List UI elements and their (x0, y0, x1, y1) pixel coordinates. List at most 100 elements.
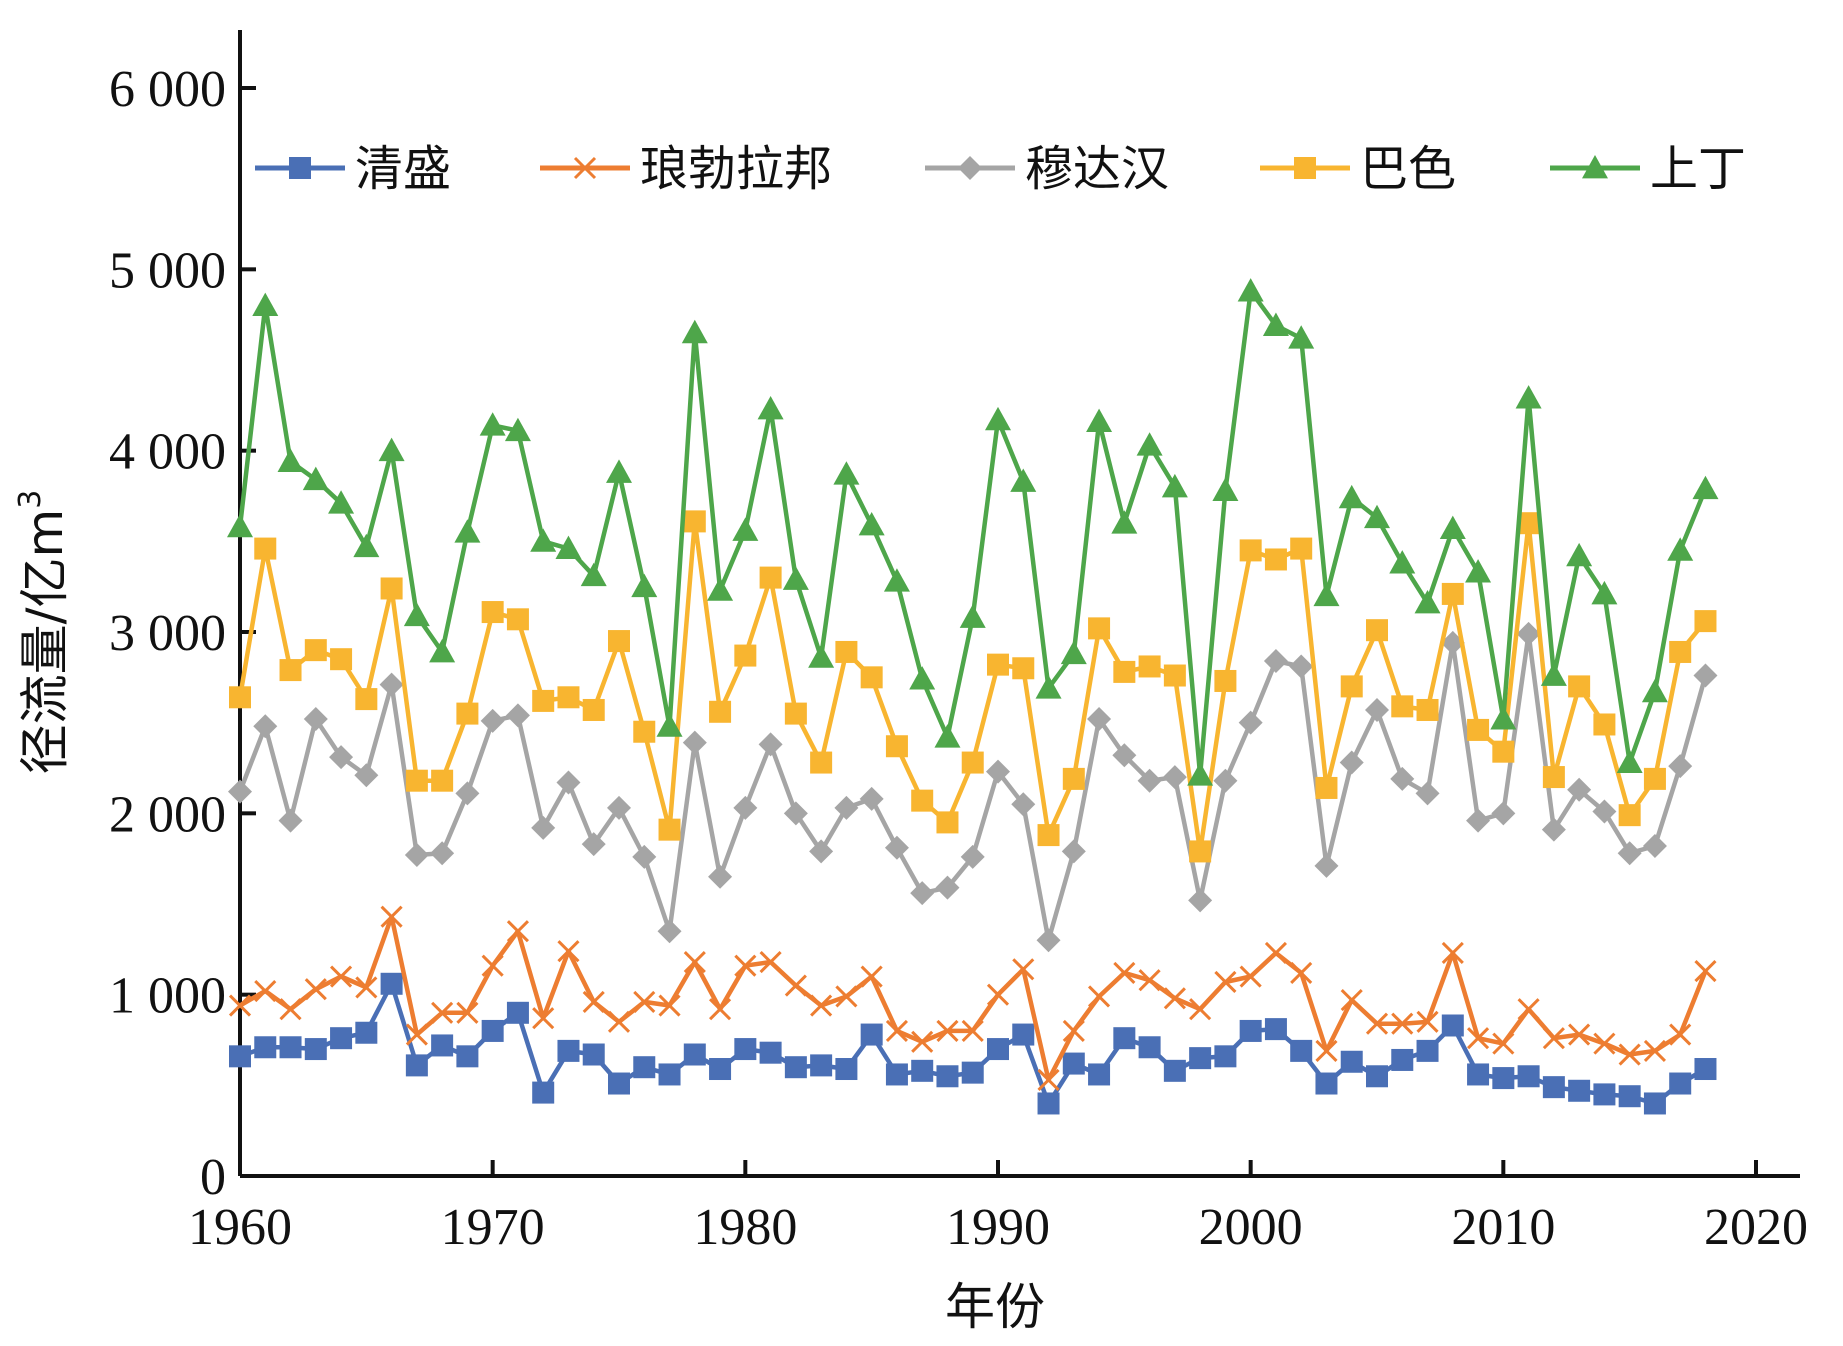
y-tick-label: 0 (200, 1149, 226, 1206)
data-point (1566, 542, 1593, 567)
data-point (1669, 1023, 1692, 1046)
data-point (479, 412, 506, 436)
data-point (456, 702, 479, 725)
data-point (1315, 776, 1338, 799)
data-point (1263, 649, 1288, 674)
data-point (1035, 675, 1062, 699)
data-point (431, 769, 454, 792)
data-point (582, 990, 605, 1013)
data-point (1389, 550, 1416, 574)
data-point (304, 639, 327, 662)
data-point (683, 510, 706, 533)
data-point (1516, 621, 1541, 646)
data-point (883, 568, 910, 592)
data-point (1239, 1019, 1262, 1042)
data-point (681, 319, 708, 344)
data-point (658, 818, 681, 841)
data-point (1137, 768, 1162, 793)
data-point (1214, 669, 1237, 692)
legend-marker (1582, 155, 1608, 179)
data-point (1618, 804, 1641, 827)
data-point (1264, 548, 1287, 571)
data-point (657, 919, 682, 944)
data-point (1466, 808, 1491, 833)
data-point (784, 974, 807, 997)
legend-label: 清盛 (355, 141, 451, 197)
data-point (1416, 1010, 1439, 1033)
data-point (835, 1058, 858, 1081)
data-point (734, 954, 757, 977)
data-point (480, 708, 505, 733)
x-tick-label: 1960 (188, 1199, 292, 1256)
data-point (504, 417, 531, 442)
data-point (607, 795, 631, 820)
data-point (429, 638, 456, 663)
series-2 (228, 905, 1717, 1091)
data-point (1693, 663, 1718, 688)
x-tick-label: 1990 (946, 1199, 1050, 1256)
data-point (909, 666, 936, 690)
data-point (1540, 662, 1567, 686)
data-point (1643, 1039, 1666, 1062)
data-point (456, 1045, 479, 1068)
data-point (1289, 654, 1314, 679)
data-point (885, 1063, 908, 1086)
data-point (987, 1038, 1009, 1061)
data-point (959, 604, 986, 628)
data-point (885, 1019, 908, 1042)
data-point (302, 466, 329, 491)
data-point (380, 905, 403, 928)
data-point (1212, 477, 1239, 501)
data-point (1138, 655, 1161, 678)
legend-marker (1294, 157, 1316, 179)
data-point (1391, 695, 1414, 718)
data-point (810, 994, 833, 1017)
data-point (1111, 510, 1138, 534)
data-point (353, 533, 380, 558)
data-point (1237, 278, 1264, 302)
data-point (633, 990, 656, 1013)
data-point (1492, 1032, 1515, 1055)
data-point (1239, 965, 1262, 988)
data-point (1366, 619, 1388, 642)
data-point (1315, 1072, 1338, 1095)
data-point (934, 724, 961, 748)
data-point (987, 653, 1009, 676)
data-point (1012, 958, 1035, 981)
data-point (1062, 1052, 1085, 1075)
data-point (1062, 767, 1085, 790)
data-point (1366, 1065, 1388, 1088)
data-point (1340, 989, 1363, 1012)
data-point (580, 562, 607, 587)
data-point (506, 1001, 529, 1024)
data-point (1517, 512, 1540, 535)
data-point (532, 1007, 555, 1030)
data-point (631, 573, 658, 598)
data-point (782, 566, 809, 590)
data-point (1542, 1027, 1565, 1050)
data-point (254, 979, 277, 1003)
data-point (658, 994, 681, 1017)
y-tick-label: 5 000 (109, 242, 226, 299)
data-point (606, 459, 632, 483)
data-point (1214, 1045, 1237, 1068)
legend-label: 上丁 (1650, 141, 1746, 197)
data-point (1136, 432, 1163, 456)
data-point (707, 577, 734, 601)
data-point (1238, 710, 1263, 735)
data-point (582, 698, 605, 721)
data-point (532, 1081, 555, 1104)
data-point (378, 437, 405, 462)
data-point (1694, 1058, 1717, 1081)
data-point (1290, 961, 1313, 984)
data-point (1467, 1027, 1490, 1050)
data-point (758, 732, 783, 757)
data-point (1214, 970, 1237, 994)
data-point (1113, 1027, 1136, 1050)
data-point (1618, 1043, 1641, 1066)
data-point (430, 841, 455, 866)
data-point (279, 998, 302, 1021)
x-tick-label: 1980 (693, 1199, 797, 1256)
data-point (1188, 888, 1213, 913)
